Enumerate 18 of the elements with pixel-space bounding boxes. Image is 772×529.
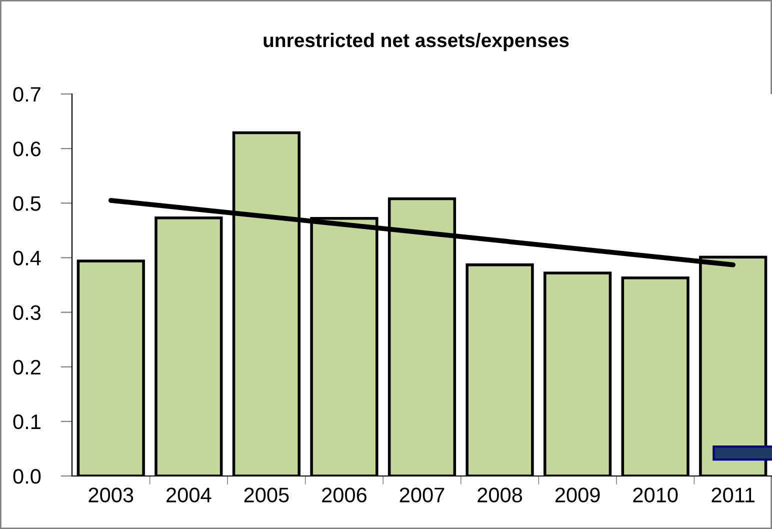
x-tick-label: 2003: [88, 488, 134, 502]
x-tick-label: 2011: [712, 488, 754, 502]
x-tick-label: 2010: [633, 488, 678, 502]
x-tick-label: 2008: [478, 488, 522, 502]
x-tick-label: 2007: [400, 488, 444, 502]
y-tick-label: 0.0: [13, 469, 41, 484]
x-tick-label: 2004: [166, 488, 212, 502]
y-tick-label: 0.5: [13, 196, 41, 211]
y-tick-label: 0.4: [13, 250, 41, 266]
y-tick-label: 0.7: [13, 87, 40, 102]
y-tick-label: 0.6: [13, 142, 41, 156]
y-tick-label: 0.2: [13, 360, 40, 375]
x-tick-label: 2006: [322, 488, 366, 502]
y-tick-label: 0.3: [13, 305, 41, 320]
x-tick-label: 2005: [244, 488, 289, 502]
x-tick-label: 2009: [555, 488, 600, 502]
y-tick-label: 0.1: [13, 414, 40, 430]
chart-title: unrestricted net assets/expenses: [264, 32, 569, 52]
